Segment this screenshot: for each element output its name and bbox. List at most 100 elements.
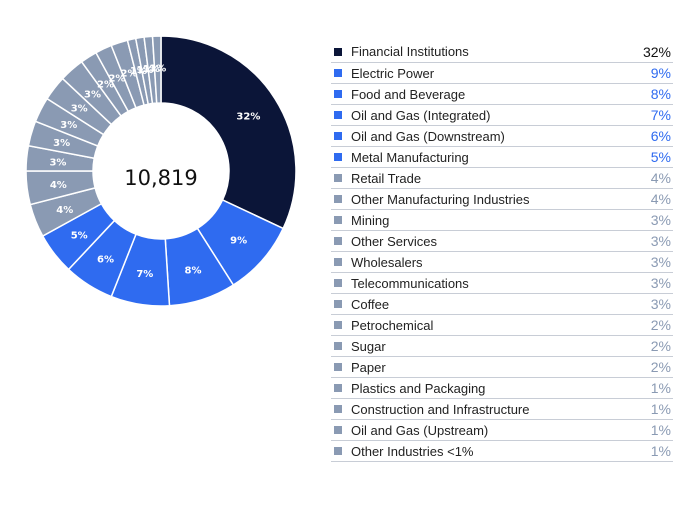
legend-item-wholesalers[interactable]: Wholesalers 3% (331, 252, 673, 273)
legend-value: 1% (650, 422, 671, 438)
slice-label-sugar: 2% (108, 73, 125, 84)
legend-item-coffee[interactable]: Coffee 3% (331, 294, 673, 315)
legend-item-construction-and-infrastructure[interactable]: Construction and Infrastructure 1% (331, 399, 673, 420)
legend-label: Sugar (351, 338, 386, 354)
legend-item-other-manufacturing-industries[interactable]: Other Manufacturing Industries 4% (331, 189, 673, 210)
legend-label: Other Services (351, 233, 437, 249)
slice-label-coffee: 3% (84, 89, 101, 100)
legend-swatch (334, 363, 342, 371)
legend-swatch (334, 384, 342, 392)
slice-label-construction-and-infrastructure: 1% (136, 65, 153, 76)
legend-swatch (334, 321, 342, 329)
legend-swatch (334, 279, 342, 287)
legend-value: 32% (642, 43, 671, 60)
legend-label: Metal Manufacturing (351, 149, 469, 165)
legend-label: Other Manufacturing Industries (351, 191, 530, 207)
legend-label: Oil and Gas (Integrated) (351, 107, 491, 123)
legend-value: 6% (650, 128, 671, 144)
legend-item-food-and-beverage[interactable]: Food and Beverage 8% (331, 84, 673, 105)
slice-label-food-and-beverage: 8% (184, 265, 201, 276)
donut-slice-labels: 32%9%8%7%6%5%4%4%3%3%3%3%3%2%2%2%1%1%1%1… (49, 64, 260, 281)
legend-item-oil-and-gas-upstream[interactable]: Oil and Gas (Upstream) 1% (331, 420, 673, 441)
legend-swatch (334, 69, 342, 77)
legend-swatch (334, 237, 342, 245)
legend-value: 4% (650, 170, 671, 186)
legend-value: 1% (650, 401, 671, 417)
legend-label: Petrochemical (351, 317, 434, 333)
legend-swatch (334, 258, 342, 266)
slice-financial-institutions[interactable] (160, 35, 297, 230)
legend-item-sugar[interactable]: Sugar 2% (331, 336, 673, 357)
legend-swatch (334, 111, 342, 119)
legend-swatch (334, 405, 342, 413)
slice-label-oil-and-gas-integrated: 7% (136, 269, 153, 280)
legend-value: 9% (650, 65, 671, 81)
slice-label-other-industries-1: 1% (149, 64, 166, 75)
legend-item-telecommunications[interactable]: Telecommunications 3% (331, 273, 673, 294)
legend-item-electric-power[interactable]: Electric Power 9% (331, 63, 673, 84)
legend-value: 5% (650, 149, 671, 165)
donut-chart: 32%9%8%7%6%5%4%4%3%3%3%3%3%2%2%2%1%1%1%1… (25, 35, 297, 307)
legend-value: 3% (650, 233, 671, 249)
legend-value: 8% (650, 86, 671, 102)
legend-label: Retail Trade (351, 170, 422, 186)
legend-value: 1% (650, 443, 671, 459)
legend-item-other-industries-1[interactable]: Other Industries <1% 1% (331, 441, 673, 462)
slice-label-wholesalers: 3% (60, 120, 77, 131)
legend-swatch (334, 300, 342, 308)
slice-label-electric-power: 9% (230, 235, 247, 246)
legend-swatch (334, 447, 342, 455)
slice-label-plastics-and-packaging: 1% (130, 66, 147, 77)
slice-label-other-manufacturing-industries: 4% (50, 180, 67, 191)
legend-label: Food and Beverage (351, 86, 466, 102)
legend-label: Plastics and Packaging (351, 380, 486, 396)
legend-value: 7% (650, 107, 671, 123)
legend-item-financial-institutions[interactable]: Financial Institutions 32% (331, 41, 673, 63)
legend-label: Paper (351, 359, 386, 375)
slice-other-industries-1[interactable] (151, 35, 162, 104)
legend-swatch (334, 342, 342, 350)
legend-value: 3% (650, 254, 671, 270)
legend-label: Other Industries <1% (351, 443, 474, 459)
legend-item-oil-and-gas-integrated[interactable]: Oil and Gas (Integrated) 7% (331, 105, 673, 126)
slice-label-oil-and-gas-downstream: 6% (97, 254, 114, 265)
slice-label-mining: 3% (49, 157, 66, 168)
legend-label: Oil and Gas (Upstream) (351, 422, 489, 438)
slice-label-telecommunications: 3% (71, 104, 88, 115)
legend-swatch (334, 216, 342, 224)
legend-label: Wholesalers (351, 254, 423, 270)
legend-item-petrochemical[interactable]: Petrochemical 2% (331, 315, 673, 336)
legend-swatch (334, 153, 342, 161)
legend-swatch (334, 90, 342, 98)
legend-item-mining[interactable]: Mining 3% (331, 210, 673, 231)
slice-label-retail-trade: 4% (56, 205, 73, 216)
donut-slices (25, 35, 297, 307)
legend-value: 4% (650, 191, 671, 207)
legend-swatch (334, 195, 342, 203)
legend-value: 3% (650, 275, 671, 291)
legend-value: 3% (650, 212, 671, 228)
legend-label: Mining (351, 212, 390, 228)
slice-label-metal-manufacturing: 5% (71, 230, 88, 241)
legend-item-metal-manufacturing[interactable]: Metal Manufacturing 5% (331, 147, 673, 168)
legend-value: 2% (650, 359, 671, 375)
legend: Financial Institutions 32% Electric Power 9… (331, 41, 673, 462)
legend-value: 2% (650, 317, 671, 333)
legend-item-oil-and-gas-downstream[interactable]: Oil and Gas (Downstream) 6% (331, 126, 673, 147)
legend-item-other-services[interactable]: Other Services 3% (331, 231, 673, 252)
legend-label: Oil and Gas (Downstream) (351, 128, 505, 144)
legend-swatch (334, 47, 342, 56)
legend-label: Telecommunications (351, 275, 469, 291)
legend-label: Construction and Infrastructure (351, 401, 530, 417)
legend-swatch (334, 426, 342, 434)
legend-item-retail-trade[interactable]: Retail Trade 4% (331, 168, 673, 189)
legend-label: Coffee (351, 296, 390, 312)
center-total: 10,819 (124, 166, 197, 190)
slice-label-paper: 2% (121, 69, 138, 80)
legend-swatch (334, 132, 342, 140)
legend-item-plastics-and-packaging[interactable]: Plastics and Packaging 1% (331, 378, 673, 399)
legend-item-paper[interactable]: Paper 2% (331, 357, 673, 378)
legend-swatch (334, 174, 342, 182)
slice-label-oil-and-gas-upstream: 1% (143, 64, 160, 75)
legend-value: 1% (650, 380, 671, 396)
